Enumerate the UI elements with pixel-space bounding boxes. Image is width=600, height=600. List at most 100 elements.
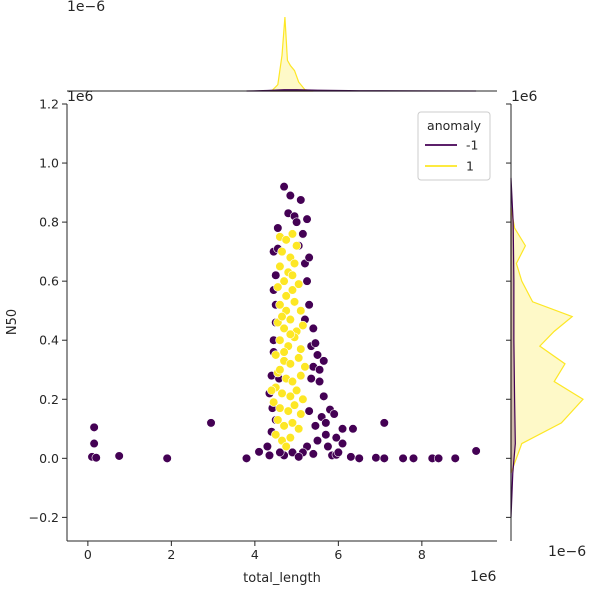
legend: anomaly -1 1 [417, 111, 491, 181]
scatter-point-anomaly [321, 430, 331, 440]
scatter-point-normal [269, 397, 279, 407]
scatter-point-anomaly [314, 365, 325, 375]
scatter-point-anomaly [304, 252, 314, 263]
scatter-point-normal [279, 421, 289, 431]
right-kde-series-normal [510, 207, 584, 474]
scatter-point-anomaly [346, 452, 356, 462]
scatter-point-normal [298, 394, 308, 404]
x-tick-label: 2 [167, 547, 175, 562]
scatter-point-anomaly [323, 441, 333, 452]
scatter-point-anomaly [292, 217, 302, 227]
legend-label-neg1: -1 [466, 138, 478, 153]
scatter-point-anomaly [264, 450, 275, 460]
scatter-point-anomaly [310, 421, 321, 431]
top-marginal: 1e−6 [67, 0, 497, 92]
scatter-points [87, 182, 481, 463]
scatter-point-anomaly [312, 350, 323, 360]
scatter-point-anomaly [314, 376, 325, 387]
scatter-point-normal [275, 335, 285, 345]
right-marginal-kde [510, 177, 584, 518]
scatter-point-anomaly [241, 453, 252, 463]
scatter-point-normal [273, 415, 283, 425]
scatter-point-normal [287, 229, 298, 239]
scatter-point-normal [300, 362, 310, 372]
scatter-point-normal [296, 409, 306, 419]
scatter-point-anomaly [275, 447, 285, 458]
scatter-point-normal [294, 353, 304, 363]
y-tick-label: 1.2 [39, 97, 59, 112]
scatter-point-normal [277, 311, 287, 322]
y-offset-label: 1e6 [67, 89, 94, 105]
scatter-point-normal [275, 300, 285, 310]
scatter-point-normal [279, 276, 289, 286]
legend-title: anomaly [427, 118, 482, 133]
y-tick-label: 0.8 [39, 215, 59, 230]
scatter-point-normal [289, 297, 300, 307]
x-tick-label: 0 [84, 547, 92, 562]
scatter-point-anomaly [308, 449, 318, 459]
scatter-point-normal [289, 400, 300, 410]
scatter-point-anomaly [162, 453, 172, 463]
scatter-point-anomaly [379, 418, 389, 428]
scatter-point-anomaly [262, 441, 272, 452]
scatter-point-anomaly [271, 270, 281, 280]
right-marginal-top-offset-label: 1e6 [511, 89, 538, 105]
scatter-point-anomaly [408, 453, 419, 463]
scatter-point-normal [285, 391, 295, 401]
scatter-point-anomaly [91, 453, 101, 463]
x-offset-label: 1e6 [470, 569, 497, 585]
scatter-point-anomaly [298, 229, 308, 239]
scatter-point-normal [281, 235, 291, 245]
scatter-point-normal [277, 388, 287, 398]
scatter-point-anomaly [321, 418, 331, 428]
scatter-point-normal [289, 258, 300, 269]
scatter-point-normal [285, 314, 295, 325]
scatter-point-anomaly [329, 409, 339, 419]
legend-label-pos1: 1 [466, 159, 474, 174]
scatter-point-anomaly [337, 438, 348, 449]
scatter-point-anomaly [304, 406, 314, 416]
scatter-point-normal [292, 385, 302, 396]
x-tick-label: 8 [418, 547, 426, 562]
scatter-point-anomaly [312, 436, 323, 446]
scatter-point-normal [292, 241, 302, 251]
scatter-point-anomaly [337, 424, 348, 434]
right-marginal: 1e6 1e−6 [506, 89, 586, 560]
scatter-point-anomaly [89, 438, 99, 449]
scatter-point-anomaly [398, 453, 408, 463]
scatter-point-normal [287, 270, 298, 280]
scatter-point-anomaly [310, 338, 321, 348]
scatter-point-normal [287, 418, 298, 428]
y-tick-label: 1.0 [39, 156, 59, 171]
scatter-point-anomaly [450, 453, 460, 463]
scatter-point-anomaly [308, 323, 318, 334]
x-tick-label: 4 [251, 547, 259, 562]
y-tick-label: 0.0 [39, 451, 59, 466]
scatter-point-normal [279, 323, 289, 334]
scatter-point-anomaly [285, 190, 295, 201]
scatter-point-anomaly [273, 223, 283, 233]
scatter-point-anomaly [371, 453, 381, 463]
scatter-point-normal [266, 385, 277, 396]
scatter-point-normal [273, 282, 283, 292]
top-marginal-offset-label: 1e−6 [67, 0, 105, 15]
scatter-point-normal [283, 406, 293, 416]
scatter-point-normal [287, 376, 298, 387]
scatter-point-anomaly [206, 418, 216, 428]
scatter-point-anomaly [348, 424, 358, 434]
scatter-point-anomaly [296, 195, 306, 205]
scatter-point-anomaly [89, 422, 99, 432]
scatter-point-normal [296, 371, 306, 381]
scatter-point-normal [294, 279, 304, 289]
scatter-point-anomaly [114, 451, 124, 461]
y-tick-label: 0.4 [39, 333, 59, 348]
scatter-point-anomaly [254, 447, 264, 457]
y-tick-label: 0.6 [39, 274, 59, 289]
y-tick-label: 0.2 [39, 392, 59, 407]
scatter-point-normal [285, 329, 295, 339]
scatter-point-anomaly [302, 276, 312, 286]
scatter-point-anomaly [287, 447, 298, 458]
scatter-point-normal [277, 247, 287, 257]
scatter-point-anomaly [433, 453, 444, 463]
scatter-point-normal [271, 430, 281, 440]
